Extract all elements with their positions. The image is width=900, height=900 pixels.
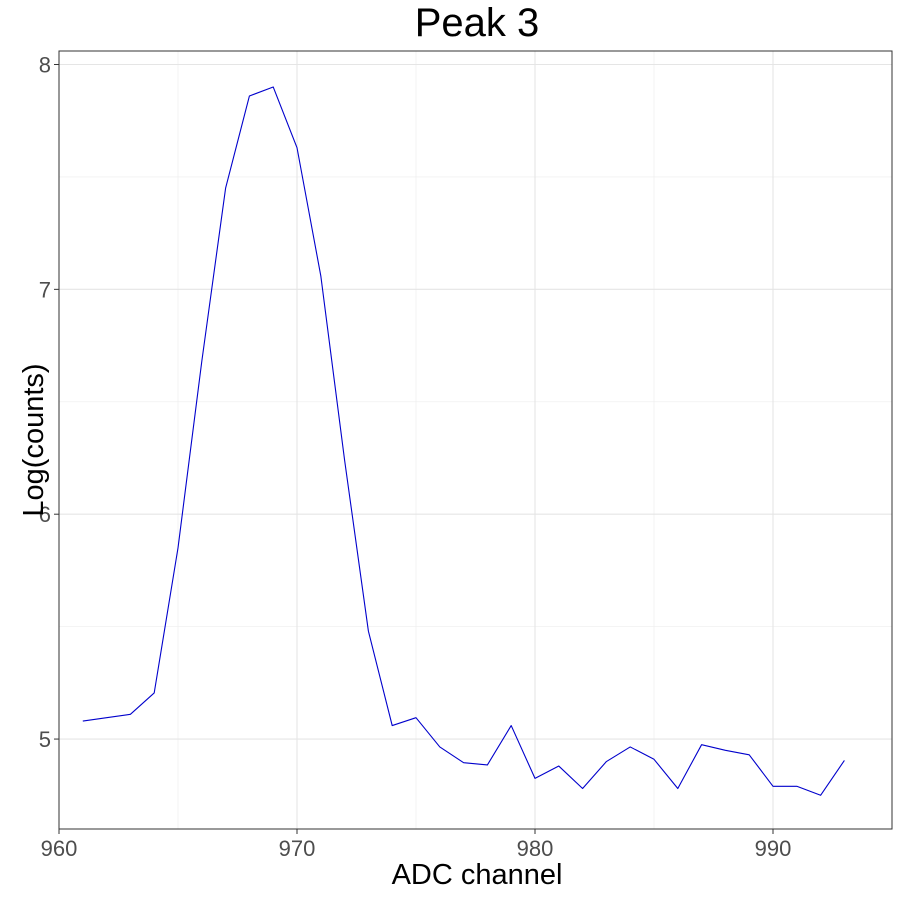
chart-title: Peak 3 — [415, 1, 540, 45]
x-tick-label: 980 — [517, 836, 554, 861]
x-tick-label: 960 — [41, 836, 78, 861]
y-tick-label: 7 — [39, 277, 51, 302]
series-layer — [82, 86, 845, 796]
x-tick-label: 990 — [755, 836, 792, 861]
x-tick-label: 970 — [279, 836, 316, 861]
series-line — [82, 86, 845, 796]
y-tick-label: 8 — [39, 52, 51, 77]
y-axis-ticks: 5 6 7 8 — [39, 52, 59, 752]
major-gridlines — [58, 51, 892, 829]
y-tick-label: 5 — [39, 727, 51, 752]
y-tick-label: 6 — [39, 502, 51, 527]
y-axis-title: Log(counts) — [18, 363, 50, 516]
plot-panel-border — [58, 50, 893, 830]
x-axis-title: ADC channel — [392, 859, 563, 891]
x-axis-ticks: 960 970 980 990 — [41, 829, 792, 861]
